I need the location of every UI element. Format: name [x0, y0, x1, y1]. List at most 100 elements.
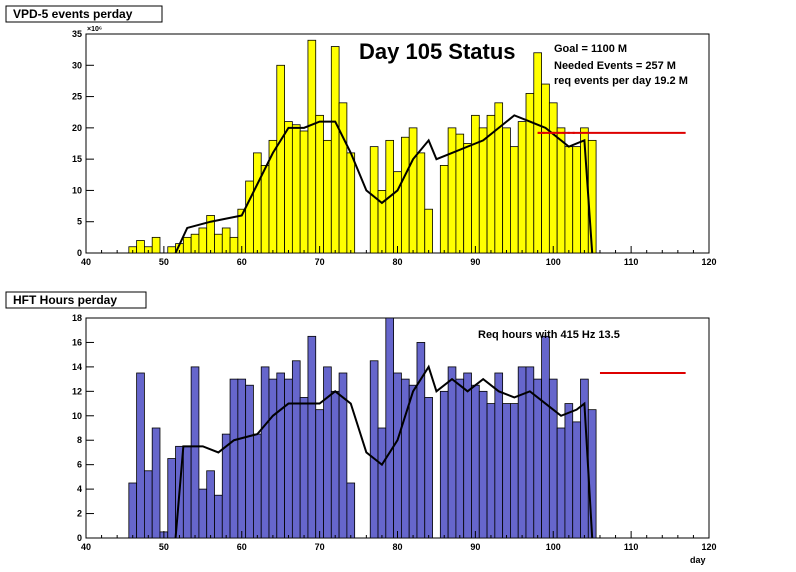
y-tick-label: 0: [77, 248, 82, 258]
x-tick-label: 60: [237, 542, 247, 552]
bar-day-69: [307, 39, 317, 254]
needed-events-annotation: Needed Events = 257 M: [554, 60, 676, 72]
bar-day-62: [253, 152, 262, 254]
y-tick-label: 10: [72, 185, 82, 195]
bar-day-51: [167, 458, 176, 539]
y-tick-label: 6: [77, 460, 82, 470]
bar-day-46: [128, 482, 138, 539]
bar-day-99: [541, 335, 550, 539]
bar-day-84: [424, 397, 433, 539]
x-tick-label: 50: [159, 257, 169, 267]
bar-day-70: [315, 114, 324, 254]
bar-day-56: [206, 470, 215, 539]
x-tick-label: 40: [81, 542, 91, 552]
bar-day-57: [214, 494, 223, 539]
x-tick-label: 110: [624, 542, 639, 552]
bar-day-71: [323, 366, 332, 539]
x-tick-label: 120: [701, 542, 716, 552]
bar-day-71: [323, 139, 332, 254]
top-exponent-label: ×10⁶: [87, 26, 102, 33]
bar-day-78: [377, 427, 387, 539]
bar-day-95: [510, 146, 519, 254]
bar-day-67: [291, 360, 301, 539]
bar-day-97: [525, 93, 535, 254]
bar-day-102: [564, 146, 574, 254]
bar-day-54: [190, 366, 200, 539]
top-axis-group: 40 50 60 70 80 90 100 110 120 0 5 10 15 20 25 30 35: [72, 29, 717, 267]
y-tick-label: 12: [72, 386, 82, 396]
bar-day-68: [299, 130, 309, 254]
bar-day-63: [260, 366, 270, 539]
status-heading: Day 105 Status: [359, 39, 516, 64]
bar-day-91: [478, 390, 488, 539]
x-tick-label: 40: [81, 257, 91, 267]
y-tick-label: 0: [77, 533, 82, 543]
top-chart-title: VPD-5 events perday: [13, 7, 133, 21]
x-tick-label: 90: [470, 257, 480, 267]
bar-day-55: [198, 227, 208, 254]
bar-day-67: [291, 124, 301, 254]
bar-day-98: [533, 52, 542, 254]
bar-day-88: [455, 133, 465, 254]
bar-day-87: [447, 366, 457, 539]
req-per-day-annotation: req events per day 19.2 M: [554, 75, 688, 87]
bar-day-103: [572, 421, 581, 539]
x-tick-label: 60: [237, 257, 247, 267]
bar-day-102: [564, 403, 574, 539]
y-tick-label: 35: [72, 29, 82, 39]
bar-day-83: [416, 342, 426, 539]
y-tick-label: 25: [72, 92, 82, 102]
bar-day-65: [276, 372, 285, 539]
bar-day-77: [369, 360, 379, 539]
top-title-box: [5, 5, 163, 23]
bar-day-90: [471, 114, 480, 254]
bar-day-65: [276, 64, 285, 254]
bottom-x-axis-label: day: [690, 555, 706, 565]
bar-day-89: [463, 372, 472, 539]
bar-day-79: [385, 317, 395, 539]
bar-day-55: [198, 488, 208, 539]
x-tick-label: 50: [159, 542, 169, 552]
bar-day-81: [400, 136, 410, 254]
bar-day-103: [572, 146, 581, 254]
bar-day-57: [214, 233, 223, 254]
bar-day-60: [237, 378, 247, 539]
bottom-title-box: [5, 291, 147, 309]
bar-day-92: [486, 403, 496, 539]
bar-day-53: [182, 445, 192, 539]
bar-day-96: [517, 121, 527, 254]
bar-day-73: [338, 372, 348, 539]
bar-day-94: [502, 403, 511, 539]
x-tick-label: 70: [315, 542, 325, 552]
bar-day-105: [587, 139, 597, 254]
x-tick-label: 80: [392, 542, 402, 552]
bar-day-74: [346, 152, 356, 254]
bar-day-62: [253, 433, 262, 539]
bar-day-47: [136, 240, 145, 254]
bar-day-82: [408, 384, 418, 539]
bar-day-83: [416, 152, 426, 254]
bar-day-49: [151, 427, 161, 539]
y-tick-label: 15: [72, 154, 82, 164]
bar-day-81: [400, 378, 410, 539]
bar-day-58: [221, 227, 231, 254]
bar-day-73: [338, 102, 348, 254]
bar-day-59: [229, 378, 239, 539]
bar-day-94: [502, 127, 511, 254]
bar-day-61: [245, 180, 254, 254]
bar-day-63: [260, 164, 270, 254]
bottom-axis-group: 40 50 60 70 80 90 100 110 120 0 2 4 6 8 10 12 14 16 18: [72, 313, 717, 552]
x-tick-label: 80: [392, 257, 402, 267]
y-tick-label: 14: [72, 362, 82, 372]
bar-day-82: [408, 127, 418, 254]
bar-day-88: [455, 378, 465, 539]
y-tick-label: 16: [72, 337, 82, 347]
bar-day-95: [510, 403, 519, 539]
bar-day-53: [182, 236, 192, 254]
bar-day-91: [478, 127, 488, 254]
top-bars-group: [128, 39, 686, 254]
x-tick-label: 70: [315, 257, 325, 267]
x-tick-label: 120: [701, 257, 716, 267]
bar-day-59: [229, 236, 239, 254]
